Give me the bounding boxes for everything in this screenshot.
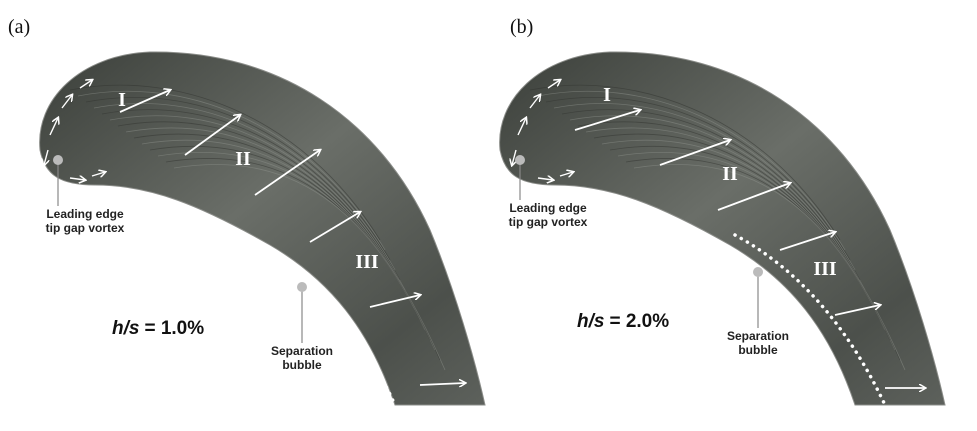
oil-streak	[537, 90, 846, 251]
flow-arrow	[779, 232, 835, 251]
bubble-label: bubble	[282, 358, 322, 372]
region-label: I	[118, 89, 126, 111]
region-label: II	[722, 163, 738, 185]
vortex-label: tip gap vortex	[46, 221, 125, 235]
vortex-label: tip gap vortex	[509, 215, 588, 229]
vortex-label: Leading edge	[509, 201, 587, 215]
vortex-label: Leading edge	[46, 207, 124, 221]
oil-streak	[117, 121, 411, 301]
vortex-arrow	[529, 95, 540, 109]
panel-tag: (a)	[8, 16, 30, 38]
vortex-arrow	[79, 80, 92, 89]
region-label: I	[603, 84, 611, 106]
vortex-arrow	[559, 172, 573, 176]
flow-arrow	[119, 90, 170, 113]
flow-arrow	[834, 305, 880, 316]
marker-dot	[297, 282, 307, 292]
oil-streak	[529, 84, 841, 241]
oil-streak	[165, 158, 441, 361]
oil-streak	[545, 97, 851, 261]
vortex-arrow	[537, 178, 553, 180]
gap-ratio: h/s = 2.0%	[577, 311, 669, 332]
blade-photo	[39, 51, 486, 406]
blade-photo	[499, 51, 946, 406]
flow-arrow	[254, 150, 320, 196]
ratio-variable: h/s	[112, 318, 139, 339]
marker-dot	[753, 267, 763, 277]
flow-arrow	[419, 383, 465, 385]
separation-line	[260, 243, 397, 407]
region-label: II	[235, 148, 251, 170]
vortex-arrow	[512, 149, 516, 165]
oil-streak	[625, 158, 901, 361]
region-label: III	[813, 258, 837, 280]
vortex-arrow	[547, 80, 560, 89]
gap-ratio: h/s = 1.0%	[112, 318, 204, 339]
flow-arrow	[574, 110, 640, 131]
vortex-arrow	[44, 149, 48, 165]
marker-dot	[53, 155, 63, 165]
oil-streak	[69, 84, 381, 241]
flow-arrow	[309, 212, 360, 243]
ratio-variable: h/s	[577, 311, 604, 332]
ratio-value: = 1.0%	[144, 318, 204, 339]
vortex-arrow	[517, 118, 526, 136]
vortex-arrow	[69, 178, 85, 180]
panel-tag: (b)	[510, 16, 533, 38]
flow-arrow	[659, 140, 730, 166]
flow-arrow	[369, 295, 420, 308]
separation-line	[733, 233, 887, 407]
oil-streak	[561, 109, 861, 281]
ratio-value: = 2.0%	[609, 311, 669, 332]
region-label: III	[355, 251, 379, 273]
bubble-label: bubble	[738, 343, 778, 357]
flow-arrow	[184, 115, 240, 156]
vortex-arrow	[91, 172, 105, 176]
oil-streak	[173, 164, 446, 371]
marker-dot	[515, 155, 525, 165]
bubble-label: Separation	[271, 344, 333, 358]
vortex-arrow	[61, 95, 72, 109]
vortex-arrow	[49, 118, 58, 136]
bubble-label: Separation	[727, 329, 789, 343]
oil-streak	[101, 109, 401, 281]
oil-streak	[633, 164, 906, 371]
oil-streak	[577, 121, 871, 301]
oil-streak	[553, 103, 856, 271]
oil-streak	[109, 115, 406, 291]
flow-arrow	[717, 183, 790, 211]
